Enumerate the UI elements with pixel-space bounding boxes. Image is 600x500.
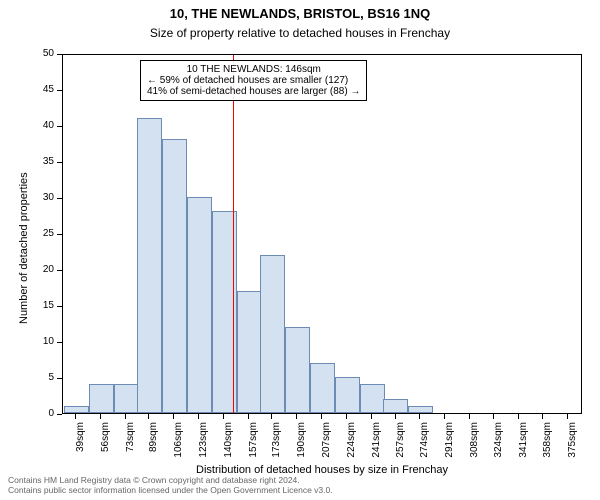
y-tick — [57, 306, 62, 307]
y-tick-label: 15 — [0, 300, 54, 311]
annotation-line1: 10 THE NEWLANDS: 146sqm — [147, 64, 360, 75]
x-tick-label: 308sqm — [469, 422, 480, 472]
x-tick-label: 140sqm — [223, 422, 234, 472]
annotation-line3: 41% of semi-detached houses are larger (… — [147, 86, 360, 97]
x-tick — [321, 414, 322, 419]
x-tick — [271, 414, 272, 419]
y-tick — [57, 90, 62, 91]
y-tick-label: 35 — [0, 156, 54, 167]
page-subtitle: Size of property relative to detached ho… — [0, 26, 600, 41]
y-tick-label: 0 — [0, 408, 54, 419]
y-tick — [57, 342, 62, 343]
histogram-bar — [285, 327, 310, 413]
x-tick — [248, 414, 249, 419]
x-tick-label: 207sqm — [321, 422, 332, 472]
x-tick — [395, 414, 396, 419]
y-tick-label: 5 — [0, 372, 54, 383]
x-tick-label: 173sqm — [271, 422, 282, 472]
x-tick — [469, 414, 470, 419]
histogram-bar — [89, 384, 114, 413]
x-tick — [148, 414, 149, 419]
plot-area: 10 THE NEWLANDS: 146sqm ← 59% of detache… — [62, 54, 582, 414]
histogram-bar — [260, 255, 285, 413]
x-tick-label: 241sqm — [371, 422, 382, 472]
x-tick-label: 89sqm — [148, 422, 159, 472]
y-tick-label: 10 — [0, 336, 54, 347]
x-tick — [518, 414, 519, 419]
histogram-bar — [310, 363, 335, 413]
x-tick — [75, 414, 76, 419]
x-tick-label: 56sqm — [100, 422, 111, 472]
x-tick-label: 274sqm — [419, 422, 430, 472]
x-tick — [223, 414, 224, 419]
x-tick-label: 358sqm — [542, 422, 553, 472]
x-tick — [296, 414, 297, 419]
x-tick — [371, 414, 372, 419]
x-tick — [125, 414, 126, 419]
x-tick-label: 123sqm — [198, 422, 209, 472]
footer-line2: Contains public sector information licen… — [8, 486, 333, 496]
x-tick — [100, 414, 101, 419]
y-tick-label: 40 — [0, 120, 54, 131]
histogram-bar — [408, 406, 433, 413]
y-tick — [57, 270, 62, 271]
histogram-bar — [335, 377, 360, 413]
y-tick-label: 20 — [0, 264, 54, 275]
y-tick — [57, 414, 62, 415]
y-tick — [57, 162, 62, 163]
x-tick-label: 291sqm — [444, 422, 455, 472]
y-tick-label: 30 — [0, 192, 54, 203]
histogram-bar — [187, 197, 212, 413]
chart-container: 10, THE NEWLANDS, BRISTOL, BS16 1NQ Size… — [0, 0, 600, 500]
y-tick-label: 45 — [0, 84, 54, 95]
histogram-bar — [137, 118, 162, 413]
y-tick-label: 50 — [0, 48, 54, 59]
annotation-line2: ← 59% of detached houses are smaller (12… — [147, 75, 360, 86]
y-tick — [57, 234, 62, 235]
histogram-bar — [383, 399, 408, 413]
x-tick-label: 224sqm — [346, 422, 357, 472]
histogram-bar — [114, 384, 139, 413]
x-tick — [346, 414, 347, 419]
x-tick — [173, 414, 174, 419]
x-tick — [419, 414, 420, 419]
y-tick — [57, 378, 62, 379]
histogram-bar — [162, 139, 187, 413]
histogram-bar — [237, 291, 262, 413]
x-tick-label: 73sqm — [125, 422, 136, 472]
x-tick-label: 39sqm — [75, 422, 86, 472]
x-tick-label: 341sqm — [518, 422, 529, 472]
y-tick — [57, 126, 62, 127]
x-tick-label: 157sqm — [248, 422, 259, 472]
plot-rect — [62, 54, 582, 414]
histogram-bar — [360, 384, 385, 413]
x-tick — [567, 414, 568, 419]
x-tick-label: 190sqm — [296, 422, 307, 472]
x-tick — [542, 414, 543, 419]
x-tick — [198, 414, 199, 419]
footer-credits: Contains HM Land Registry data © Crown c… — [8, 476, 333, 496]
y-tick — [57, 54, 62, 55]
x-tick-label: 324sqm — [493, 422, 504, 472]
histogram-bar — [64, 406, 89, 413]
x-tick — [493, 414, 494, 419]
page-title: 10, THE NEWLANDS, BRISTOL, BS16 1NQ — [0, 6, 600, 22]
y-tick-label: 25 — [0, 228, 54, 239]
y-tick — [57, 198, 62, 199]
marker-line — [233, 55, 234, 413]
x-tick-label: 375sqm — [567, 422, 578, 472]
x-tick-label: 257sqm — [395, 422, 406, 472]
x-tick-label: 106sqm — [173, 422, 184, 472]
annotation-box: 10 THE NEWLANDS: 146sqm ← 59% of detache… — [140, 60, 367, 101]
x-tick — [444, 414, 445, 419]
